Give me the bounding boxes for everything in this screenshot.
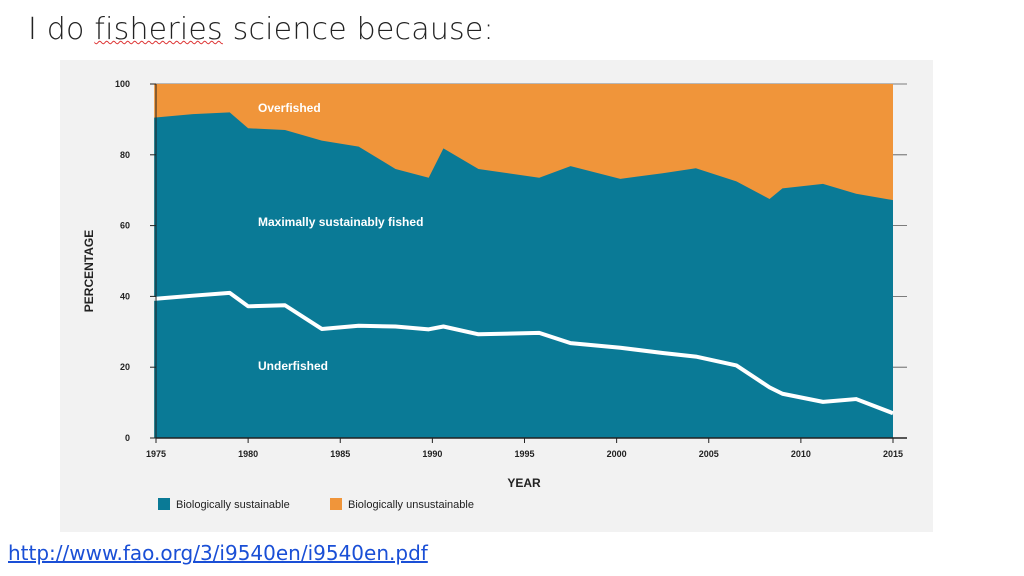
sustainable-area: [154, 112, 894, 438]
y-tick-label: 40: [120, 291, 130, 301]
x-tick-label: 2010: [791, 449, 811, 459]
tick-layer: 0 20 40 60 80 100 1975 1980 1985 1990 1995 2000 2005…: [115, 79, 903, 459]
underfished-label: Underfished: [258, 359, 328, 373]
x-tick-label: 1980: [238, 449, 258, 459]
x-axis-title: YEAR: [507, 476, 541, 490]
title-prefix: I do: [28, 12, 95, 47]
x-tick-label: 2000: [607, 449, 627, 459]
x-tick-label: 1995: [514, 449, 534, 459]
slide-title: I do fisheries science because:: [28, 12, 494, 47]
chart-panel: 0 20 40 60 80 100 1975 1980 1985 1990 1995 2000 2005…: [60, 60, 933, 532]
x-tick-label: 2015: [883, 449, 903, 459]
y-tick-label: 20: [120, 362, 130, 372]
axis-layer: [155, 84, 907, 439]
area-layer: [153, 84, 894, 438]
y-axis-title: PERCENTAGE: [82, 230, 96, 312]
x-tick-label: 2005: [699, 449, 719, 459]
y-tick-label: 100: [115, 79, 130, 89]
y-tick-label: 0: [125, 433, 130, 443]
overfished-label: Overfished: [258, 101, 321, 115]
x-tick-label: 1975: [146, 449, 166, 459]
y-tick-label: 60: [120, 221, 130, 231]
fish-stocks-chart: 0 20 40 60 80 100 1975 1980 1985 1990 1995 2000 2005…: [82, 79, 907, 511]
legend-swatch-sustainable: [158, 498, 170, 510]
x-tick-label: 1990: [422, 449, 442, 459]
legend-label-unsustainable: Biologically unsustainable: [348, 499, 474, 511]
legend: Biologically sustainable Biologically un…: [158, 498, 474, 511]
title-suffix: science because:: [222, 12, 494, 47]
source-link[interactable]: http://www.fao.org/3/i9540en/i9540en.pdf: [8, 541, 428, 565]
legend-swatch-unsustainable: [330, 498, 342, 510]
title-underlined-word: fisheries: [94, 12, 223, 47]
x-tick-label: 1985: [330, 449, 350, 459]
underfished-line: [153, 290, 894, 416]
legend-label-sustainable: Biologically sustainable: [176, 499, 290, 511]
maximally-fished-label: Maximally sustainably fished: [258, 215, 423, 229]
y-tick-label: 80: [120, 150, 130, 160]
